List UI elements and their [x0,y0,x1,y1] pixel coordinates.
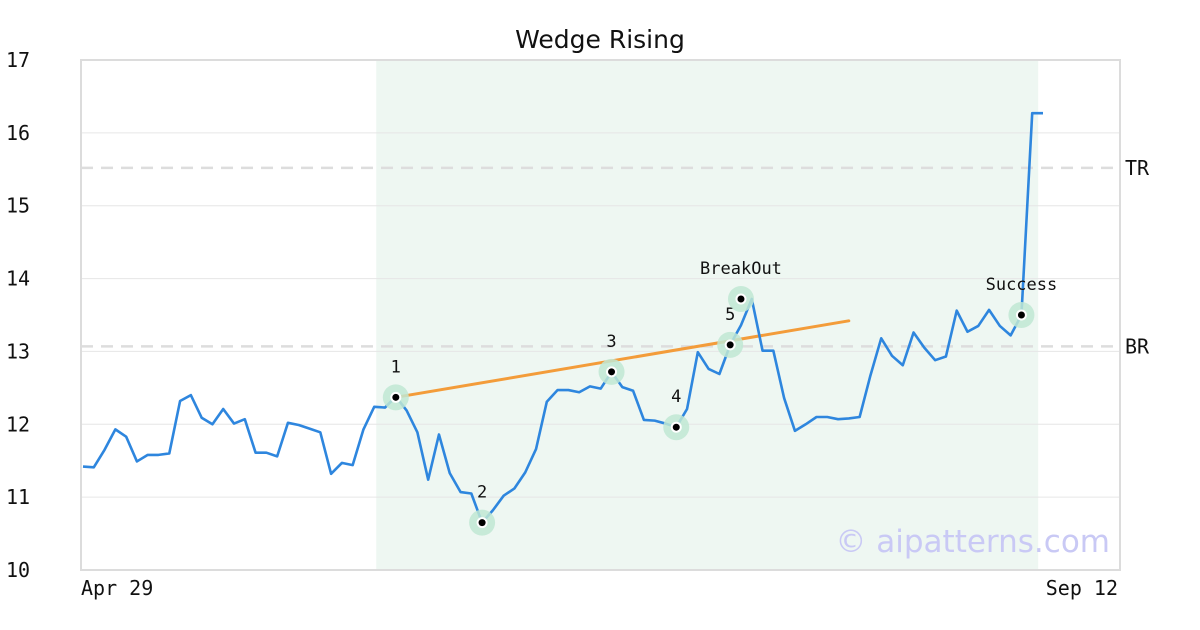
point-label: 4 [671,387,681,407]
watermark: © aipatterns.com [835,524,1110,560]
point-dot [392,393,400,401]
pattern-region [376,60,1039,570]
point-dot [478,519,486,527]
x-tick-label: Sep 12 [1046,576,1118,600]
point-dot [1017,311,1025,319]
y-tick-label: 15 [6,194,30,218]
point-label: 3 [606,332,616,352]
point-dot [726,341,734,349]
y-tick-label: 17 [6,48,30,72]
point-label: 2 [477,483,487,503]
point-label: Success [986,275,1058,295]
point-label: 5 [725,305,735,325]
wedge-trendline [394,319,851,399]
y-tick-label: 16 [6,121,30,145]
x-tick-label: Apr 29 [81,576,153,600]
y-tick-label: 14 [6,267,30,291]
price-series-line [82,111,1043,524]
y-tick-label: 12 [6,412,30,436]
y-tick-label: 13 [6,339,30,363]
point-label: BreakOut [700,259,782,279]
chart-title: Wedge Rising [515,25,685,54]
point-label: 1 [391,357,401,377]
point-dot [737,295,745,303]
plot-frame [80,59,1121,571]
level-label-br: BR [1125,334,1150,358]
point-dot [608,368,616,376]
point-dot [672,423,680,431]
y-tick-label: 11 [6,485,30,509]
level-label-tr: TR [1125,156,1150,180]
y-tick-label: 10 [6,558,30,582]
